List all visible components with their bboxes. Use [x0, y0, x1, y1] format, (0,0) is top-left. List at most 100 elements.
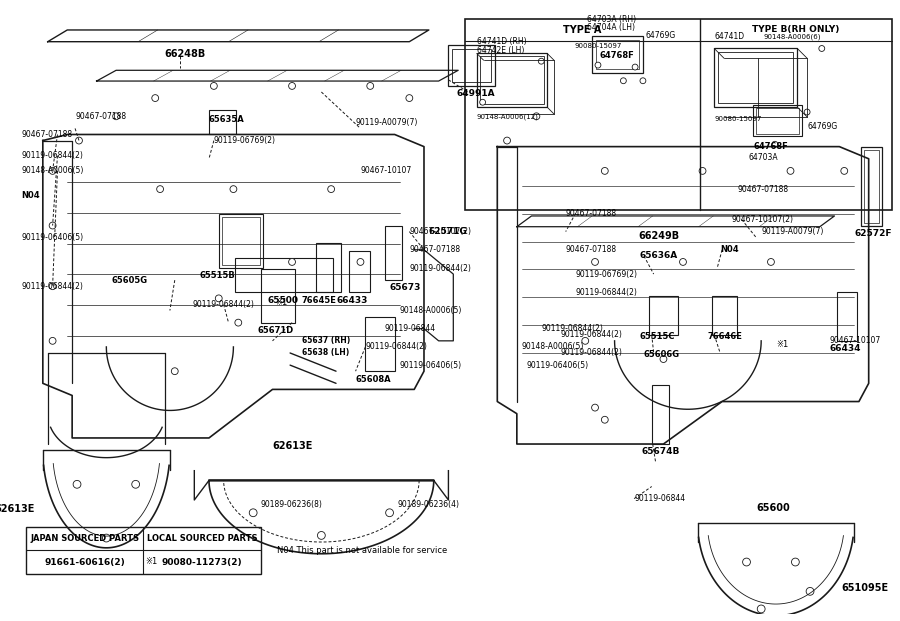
- Text: 65674B: 65674B: [642, 447, 680, 456]
- Circle shape: [230, 186, 237, 193]
- Text: 64742E (LH): 64742E (LH): [477, 46, 524, 55]
- Circle shape: [171, 368, 178, 374]
- Circle shape: [131, 481, 140, 488]
- Circle shape: [289, 258, 295, 265]
- Circle shape: [249, 509, 257, 517]
- Text: 65671D: 65671D: [257, 326, 294, 335]
- Circle shape: [533, 113, 540, 120]
- Bar: [209, 110, 237, 135]
- Circle shape: [841, 168, 848, 175]
- Circle shape: [595, 62, 601, 68]
- Circle shape: [367, 83, 374, 89]
- Text: 90119-06844: 90119-06844: [385, 324, 436, 333]
- Circle shape: [601, 416, 608, 423]
- Circle shape: [538, 58, 544, 64]
- Text: 90080-15097: 90080-15097: [715, 116, 761, 122]
- Text: 62613E: 62613E: [0, 504, 34, 514]
- Circle shape: [50, 337, 56, 344]
- Circle shape: [581, 337, 589, 344]
- Bar: [348, 252, 370, 292]
- Text: 65605G: 65605G: [112, 276, 148, 284]
- Circle shape: [406, 94, 413, 101]
- Text: 66434: 66434: [830, 344, 861, 353]
- Text: 62571G: 62571G: [429, 227, 468, 236]
- Text: 90189-06236(8): 90189-06236(8): [261, 501, 322, 509]
- Text: 64991A: 64991A: [456, 89, 495, 98]
- Text: 65600: 65600: [756, 503, 790, 514]
- Bar: [26, 527, 261, 574]
- Circle shape: [660, 356, 667, 363]
- Text: N04: N04: [22, 191, 40, 200]
- Circle shape: [50, 283, 56, 289]
- Circle shape: [103, 534, 111, 542]
- Bar: [221, 217, 260, 265]
- Bar: [261, 269, 295, 323]
- Bar: [448, 45, 495, 86]
- Text: 65500: 65500: [267, 296, 299, 305]
- Bar: [753, 105, 802, 137]
- Circle shape: [601, 168, 608, 175]
- Text: 90148-A0006(6): 90148-A0006(6): [763, 34, 821, 40]
- Text: 90119-06844(2): 90119-06844(2): [22, 152, 83, 160]
- Text: 90467-07188: 90467-07188: [738, 184, 788, 194]
- Circle shape: [386, 509, 393, 517]
- Text: 64768F: 64768F: [600, 51, 634, 60]
- Text: 90119-06844: 90119-06844: [634, 494, 685, 503]
- Text: 90119-06406(5): 90119-06406(5): [400, 361, 462, 369]
- Bar: [756, 108, 799, 134]
- Text: 62572F: 62572F: [854, 229, 892, 238]
- Text: ※1: ※1: [776, 340, 788, 349]
- Text: 90467-10107: 90467-10107: [361, 166, 411, 175]
- Text: 65606G: 65606G: [644, 350, 680, 359]
- Text: 64769G: 64769G: [807, 122, 837, 131]
- Circle shape: [768, 258, 774, 265]
- Text: 76645E: 76645E: [302, 296, 337, 305]
- Text: 66248B: 66248B: [164, 50, 205, 60]
- Text: 90119-06844(2): 90119-06844(2): [561, 330, 623, 339]
- Circle shape: [157, 186, 164, 193]
- Circle shape: [152, 94, 158, 101]
- Circle shape: [742, 558, 751, 566]
- Text: 90467-10107(2): 90467-10107(2): [410, 227, 472, 236]
- Circle shape: [806, 587, 814, 596]
- Text: 65673: 65673: [390, 283, 421, 292]
- Circle shape: [50, 168, 56, 175]
- Text: 65636A: 65636A: [639, 252, 678, 260]
- Circle shape: [819, 45, 824, 52]
- Text: 90148-A0006(12): 90148-A0006(12): [477, 114, 538, 120]
- Bar: [385, 227, 402, 280]
- Text: 90119-06769(2): 90119-06769(2): [214, 136, 276, 145]
- Text: 64703A (RH): 64703A (RH): [587, 15, 636, 24]
- Text: 65515B: 65515B: [199, 271, 235, 280]
- Bar: [477, 53, 547, 107]
- Text: 76646E: 76646E: [707, 332, 742, 341]
- Circle shape: [504, 137, 510, 144]
- Text: N04: N04: [720, 245, 739, 255]
- Circle shape: [289, 83, 295, 89]
- Text: 66249B: 66249B: [638, 232, 680, 242]
- Text: 90119-06844(2): 90119-06844(2): [541, 324, 603, 333]
- Text: 90119-06844(2): 90119-06844(2): [561, 348, 623, 358]
- Bar: [864, 150, 879, 222]
- Circle shape: [591, 404, 599, 411]
- Text: 90467-07188: 90467-07188: [566, 209, 617, 218]
- Circle shape: [318, 532, 325, 539]
- Text: 90119-A0079(7): 90119-A0079(7): [761, 227, 824, 236]
- Text: 62613E: 62613E: [273, 442, 313, 451]
- Text: 90148-A0006(5): 90148-A0006(5): [22, 166, 84, 175]
- Text: 90080-11273(2): 90080-11273(2): [162, 558, 242, 566]
- Text: 65638 (LH): 65638 (LH): [302, 348, 349, 358]
- Circle shape: [620, 78, 626, 84]
- Circle shape: [50, 222, 56, 229]
- Circle shape: [791, 558, 799, 566]
- Text: 90119-06844(2): 90119-06844(2): [365, 342, 428, 351]
- Text: 64741D: 64741D: [715, 32, 744, 41]
- Bar: [652, 386, 670, 444]
- Bar: [453, 49, 491, 82]
- Text: 90119-A0079(7): 90119-A0079(7): [356, 118, 418, 127]
- Text: 90467-07188: 90467-07188: [75, 112, 126, 120]
- Circle shape: [480, 99, 486, 105]
- Text: ※1: ※1: [275, 297, 288, 307]
- Text: 64704A (LH): 64704A (LH): [587, 24, 635, 32]
- Text: 90148-A0006(5): 90148-A0006(5): [522, 342, 584, 351]
